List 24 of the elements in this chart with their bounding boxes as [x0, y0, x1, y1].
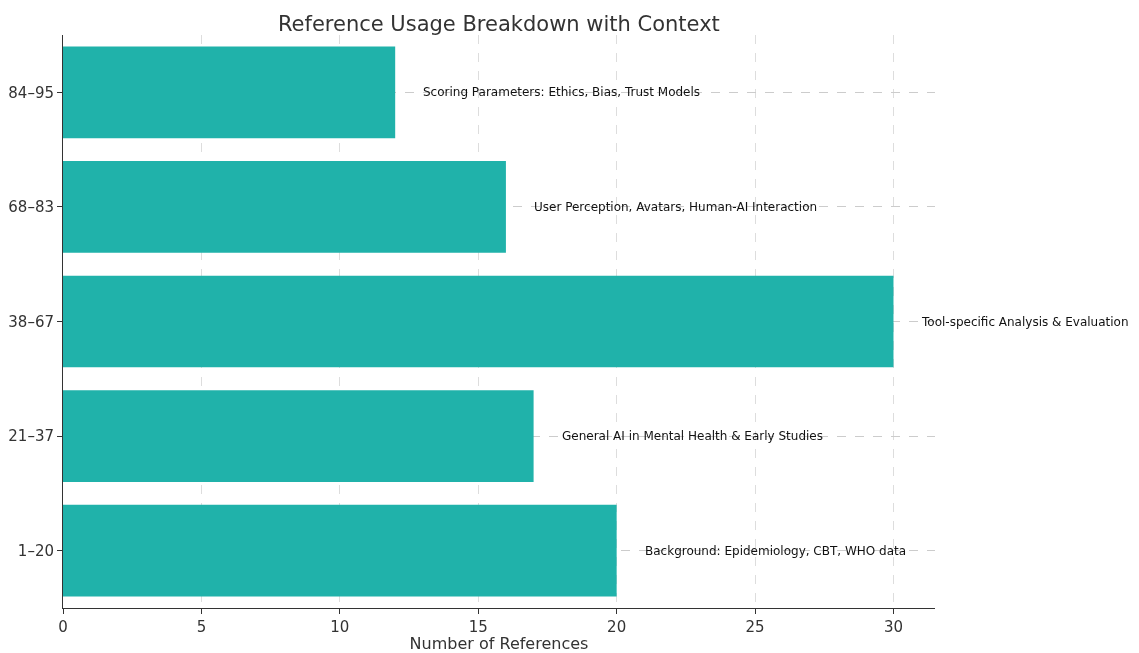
annotation: User Perception, Avatars, Human-AI Interaction — [534, 200, 818, 214]
y-tick-label: 68–83 — [8, 198, 54, 217]
annotation: Background: Epidemiology, CBT, WHO data — [645, 544, 907, 558]
bar — [63, 46, 396, 139]
y-tick-label: 1–20 — [17, 541, 54, 560]
x-tick-label: 5 — [196, 618, 207, 636]
x-tick-label: 15 — [468, 618, 488, 636]
x-tick-label: 0 — [58, 618, 68, 636]
bar — [63, 390, 534, 482]
y-tick-label: 21–37 — [8, 427, 54, 446]
bar — [63, 161, 506, 253]
bar — [63, 504, 617, 597]
y-tick-label: 38–67 — [8, 312, 54, 331]
x-tick-label: 30 — [883, 618, 904, 636]
x-axis-title: Number of References — [409, 634, 589, 653]
annotation: Tool-specific Analysis & Evaluation — [921, 315, 1129, 329]
x-tick-label: 10 — [330, 618, 350, 636]
annotation: General AI in Mental Health & Early Studies — [562, 429, 823, 443]
y-tick-label: 84–95 — [8, 83, 54, 102]
bar — [63, 275, 894, 368]
x-tick-label: 25 — [745, 618, 765, 636]
chart-title: Reference Usage Breakdown with Context — [277, 12, 720, 37]
x-tick-label: 20 — [607, 618, 627, 636]
annotation: Scoring Parameters: Ethics, Bias, Trust Models — [423, 85, 701, 99]
